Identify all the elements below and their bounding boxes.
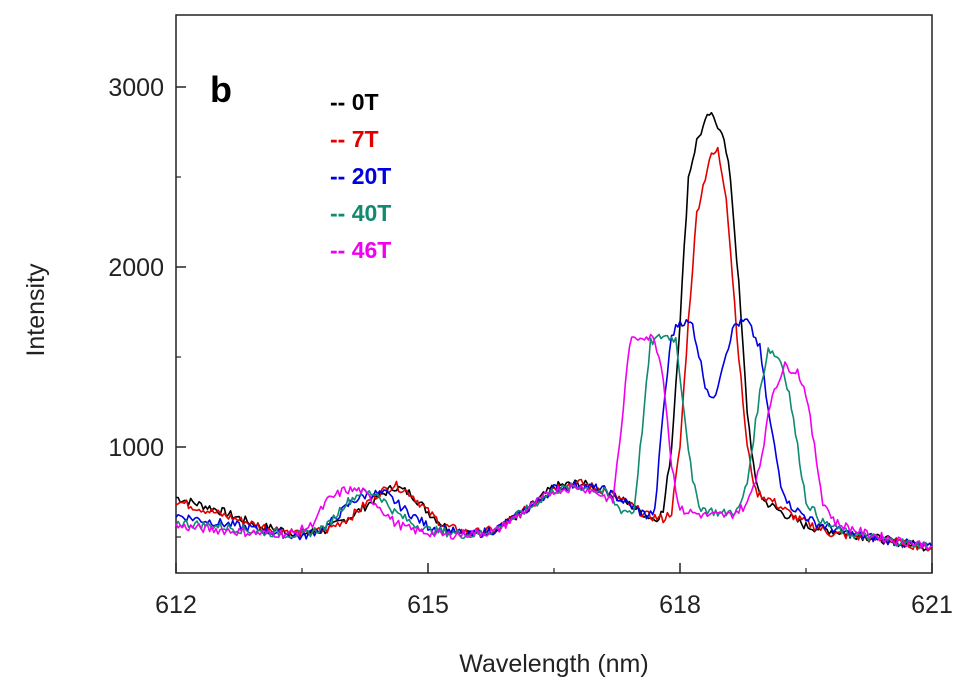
x-tick-label: 621 [911,591,953,619]
plot-frame [176,15,932,573]
legend-entry: -- 46T [330,237,391,263]
legend: -- 0T -- 7T -- 20T -- 40T -- 46T [330,89,391,263]
tick-layer: 612 615 618 621 1000 2000 3000 [108,74,952,619]
x-tick-label: 615 [407,591,449,619]
series-line-2 [176,319,932,548]
y-axis-title: Intensity [22,263,50,357]
x-axis-title: Wavelength (nm) [459,650,648,678]
y-tick-label: 3000 [108,74,164,102]
legend-entry: -- 7T [330,126,379,152]
x-tick-label: 612 [155,591,197,619]
series-line-1 [176,148,932,551]
x-tick-label: 618 [659,591,701,619]
legend-entry: -- 40T [330,200,391,226]
legend-entry: -- 0T [330,89,379,115]
series-layer [176,113,932,551]
y-tick-label: 2000 [108,254,164,282]
legend-entry: -- 20T [330,163,391,189]
series-line-3 [176,335,932,550]
series-line-4 [176,335,932,550]
y-tick-label: 1000 [108,434,164,462]
panel-label: b [210,69,232,110]
